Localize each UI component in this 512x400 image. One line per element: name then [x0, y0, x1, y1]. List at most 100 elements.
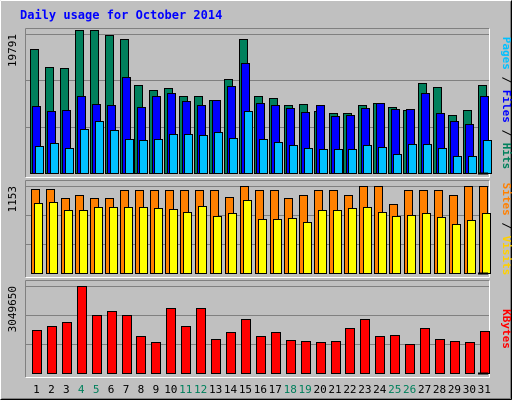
chart-title: Daily usage for October 2014 — [20, 8, 222, 22]
bar-kbytes-day-12 — [196, 308, 206, 374]
bar-kbytes-day-19 — [301, 341, 311, 374]
day-label-30: 30 — [463, 383, 476, 396]
bar-pages-day-25 — [393, 154, 402, 174]
bar-sites-day-9 — [154, 208, 163, 274]
day-label-14: 14 — [224, 383, 238, 396]
day-label-20: 20 — [313, 383, 326, 396]
bar-kbytes-day-31 — [480, 331, 490, 374]
legend-part: Files — [500, 90, 512, 123]
bar-kbytes-day-28 — [435, 339, 445, 374]
day-label-13: 13 — [209, 383, 222, 396]
bar-pages-day-21 — [334, 149, 343, 174]
panel-legend-label: KBytes — [500, 309, 512, 349]
day-label-7: 7 — [123, 383, 130, 396]
bar-sites-day-18 — [288, 218, 297, 274]
legend-part: Pages — [500, 37, 512, 70]
chart-panels: 19791 Pages / Files / Hits 1153 Sites / Vis… — [6, 28, 512, 378]
day-label-11: 11 — [179, 383, 192, 396]
legend-part: / — [500, 123, 512, 143]
bar-sites-day-3 — [64, 210, 73, 274]
bar-pages-day-31 — [483, 140, 492, 174]
legend-part: KBytes — [500, 309, 512, 349]
bar-kbytes-day-26 — [405, 344, 415, 374]
bar-kbytes-day-6 — [107, 311, 117, 374]
bar-kbytes-day-10 — [166, 308, 176, 374]
day-label-6: 6 — [108, 383, 115, 396]
bar-pages-day-14 — [229, 138, 238, 174]
day-label-1: 1 — [33, 383, 40, 396]
legend-part: / — [500, 216, 512, 236]
bar-kbytes-day-4 — [77, 286, 87, 374]
bar-kbytes-day-30 — [465, 342, 475, 374]
bar-sites-day-4 — [79, 210, 88, 274]
bar-kbytes-day-13 — [211, 339, 221, 374]
bar-kbytes-day-8 — [136, 336, 146, 374]
bar-pages-day-24 — [378, 147, 387, 174]
bar-pages-day-23 — [363, 145, 372, 174]
legend-part: Sites — [500, 183, 512, 216]
bar-pages-day-1 — [35, 146, 44, 174]
day-label-15: 15 — [239, 383, 252, 396]
day-label-19: 19 — [299, 383, 312, 396]
bar-pages-day-16 — [259, 139, 268, 174]
bar-kbytes-day-24 — [375, 336, 385, 374]
day-label-10: 10 — [164, 383, 177, 396]
day-label-27: 27 — [418, 383, 431, 396]
bar-kbytes-day-7 — [122, 315, 132, 374]
bar-sites-day-15 — [243, 200, 252, 274]
bar-kbytes-day-22 — [345, 328, 355, 374]
bar-pages-day-7 — [125, 139, 134, 174]
bar-pages-day-10 — [169, 134, 178, 174]
bar-sites-day-1 — [34, 203, 43, 274]
bar-sites-day-16 — [258, 219, 267, 274]
panel-legend-label: Pages / Files / Hits — [500, 37, 512, 170]
day-label-23: 23 — [358, 383, 371, 396]
day-label-31: 31 — [478, 383, 491, 396]
bar-pages-day-20 — [319, 149, 328, 174]
bar-kbytes-day-17 — [271, 332, 281, 374]
bar-sites-day-7 — [124, 207, 133, 274]
panel-kbytes: 3049650 KBytes — [6, 280, 512, 378]
day-labels: 1 2 3 4 5 6 7 8 9 10 11 12 13 14 15 16 17 18 19 20 21 22 23 24 2… — [33, 383, 491, 396]
panel-max-label: 19791 — [6, 34, 19, 67]
bar-pages-day-22 — [348, 149, 357, 174]
bar-kbytes-day-16 — [256, 336, 266, 374]
bar-sites-day-19 — [303, 222, 312, 274]
bar-kbytes-day-23 — [360, 319, 370, 374]
bar-pages-day-13 — [214, 132, 223, 174]
day-label-18: 18 — [284, 383, 297, 396]
bar-sites-day-12 — [198, 206, 207, 274]
bar-pages-day-15 — [244, 111, 253, 174]
day-label-28: 28 — [433, 383, 446, 396]
bar-kbytes-day-11 — [181, 326, 191, 374]
bar-kbytes-day-25 — [390, 335, 400, 374]
bar-sites-day-11 — [183, 212, 192, 274]
bar-pages-day-17 — [274, 142, 283, 174]
legend-part: / — [500, 70, 512, 90]
panel-legend-label: Sites / Visits — [500, 183, 512, 276]
bar-pages-day-6 — [110, 130, 119, 174]
bar-sites-day-27 — [422, 213, 431, 274]
panel-max-label: 3049650 — [6, 286, 19, 332]
panel-max-label: 1153 — [6, 186, 19, 213]
bar-sites-day-24 — [378, 212, 387, 274]
bar-sites-day-8 — [139, 207, 148, 274]
day-label-5: 5 — [93, 383, 100, 396]
panel-visits-sites: 1153 Sites / Visits — [6, 180, 512, 278]
bar-sites-day-26 — [407, 215, 416, 274]
bar-kbytes-day-1 — [32, 330, 42, 374]
day-label-26: 26 — [403, 383, 416, 396]
legend-part: Hits — [500, 143, 512, 170]
bar-kbytes-day-20 — [316, 342, 326, 374]
bar-pages-day-18 — [289, 145, 298, 174]
bar-sites-day-22 — [348, 208, 357, 274]
bar-kbytes-day-21 — [331, 341, 341, 374]
bar-sites-day-20 — [318, 210, 327, 274]
bar-sites-day-13 — [213, 216, 222, 274]
bar-pages-day-8 — [139, 140, 148, 174]
bar-sites-day-6 — [109, 207, 118, 274]
bar-sites-day-21 — [333, 210, 342, 274]
bar-kbytes-day-5 — [92, 315, 102, 374]
day-label-17: 17 — [269, 383, 282, 396]
bar-sites-day-14 — [228, 213, 237, 274]
